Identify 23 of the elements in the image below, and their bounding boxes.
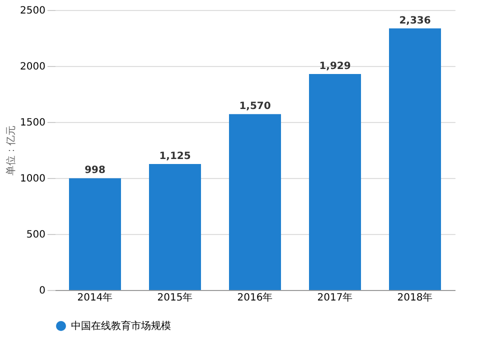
x-tick-label: 2016年 [237, 292, 273, 304]
x-tick-label: 2018年 [397, 292, 433, 304]
y-tick-label: 1500 [20, 118, 46, 128]
text: 1,929 [319, 60, 351, 72]
x-tick-label: 2014年 [77, 292, 113, 304]
text: 1,570 [239, 101, 271, 112]
x-tick-label: 2015年 [157, 292, 193, 304]
bar [389, 28, 441, 290]
text: 998 [84, 165, 106, 176]
text: 2,336 [399, 15, 431, 26]
y-tick-label: 2500 [20, 6, 46, 16]
bar [309, 74, 361, 290]
y-tick-label: 2000 [20, 62, 46, 72]
text: 1,125 [159, 151, 191, 162]
bar [149, 164, 201, 290]
y-axis-title: 单位：亿元 [5, 126, 18, 176]
bar [229, 114, 281, 290]
legend-label: 中国在线教育市场规模 [71, 320, 171, 332]
bar [69, 178, 121, 290]
x-tick-label: 2017年 [317, 292, 353, 304]
y-tick-label: 1000 [20, 174, 46, 184]
y-tick-label: 0 [39, 286, 46, 296]
y-tick-label: 500 [26, 230, 46, 240]
